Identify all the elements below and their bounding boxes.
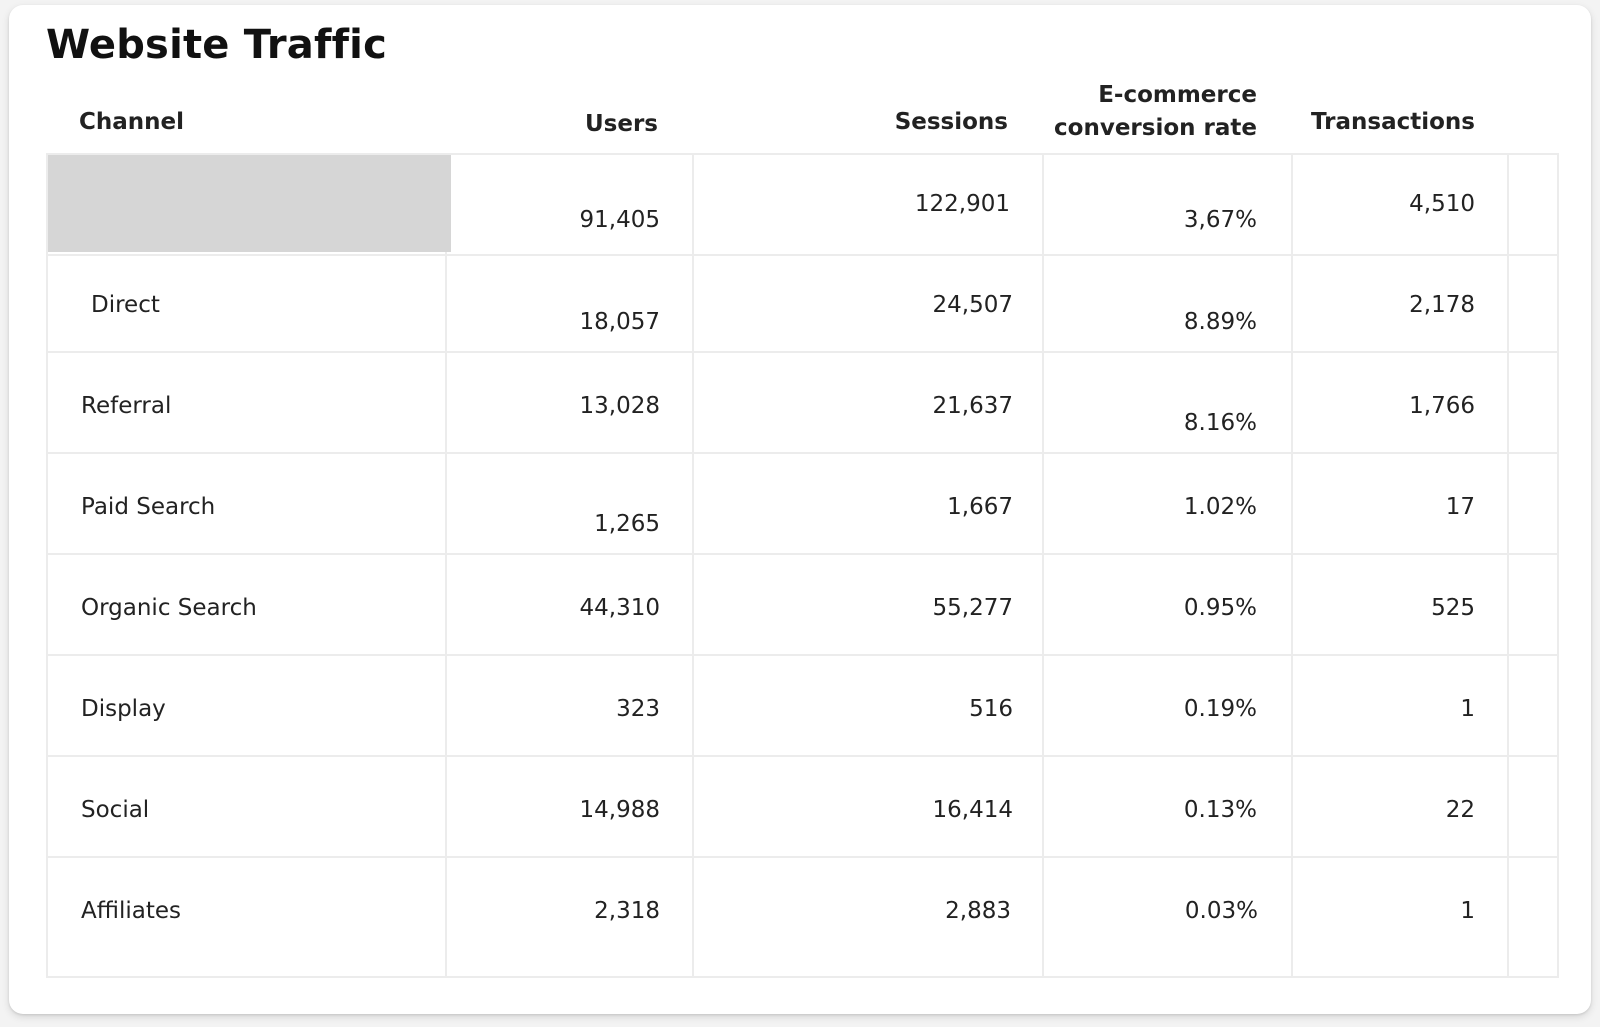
header-conversion-rate-line1[interactable]: E-commerce: [1098, 82, 1257, 108]
cell-transactions: 1: [1460, 696, 1475, 722]
cell-transactions: 22: [1445, 797, 1475, 823]
column-divider: [692, 155, 694, 976]
cell-users: 1,265: [594, 511, 660, 537]
traffic-table: 91,405 122,901 3,67% 4,510 Direct 18,057…: [46, 153, 1559, 978]
header-channel[interactable]: Channel: [79, 109, 185, 135]
cell-conversion-rate: 3,67%: [1183, 207, 1257, 233]
table-row-total[interactable]: 91,405 122,901 3,67% 4,510: [48, 155, 1557, 256]
cell-users: 323: [616, 696, 660, 722]
column-divider: [1291, 155, 1293, 976]
cell-sessions: 24,507: [932, 292, 1013, 318]
cell-users: 91,405: [579, 207, 660, 233]
table-row[interactable]: Affiliates 2,318 2,883 0.03% 1: [48, 858, 1557, 976]
cell-users: 14,988: [579, 797, 660, 823]
header-transactions[interactable]: Transactions: [1311, 109, 1475, 135]
cell-conversion-rate: 8.89%: [1183, 309, 1257, 335]
cell-transactions: 1: [1460, 898, 1475, 924]
cell-transactions: 4,510: [1409, 191, 1475, 217]
cell-conversion-rate: 0.13%: [1183, 797, 1257, 823]
widget-title: Website Traffic: [46, 22, 387, 68]
cell-users: 2,318: [594, 898, 660, 924]
table-row[interactable]: Display 323 516 0.19% 1: [48, 656, 1557, 757]
cell-users: 18,057: [579, 309, 660, 335]
header-sessions[interactable]: Sessions: [894, 109, 1008, 135]
column-divider: [1042, 155, 1044, 976]
table-row[interactable]: Organic Search 44,310 55,277 0.95% 525: [48, 555, 1557, 656]
cell-sessions: 516: [969, 696, 1013, 722]
cell-conversion-rate: 8.16%: [1183, 410, 1257, 436]
cell-transactions: 525: [1431, 595, 1475, 621]
cell-conversion-rate: 1.02%: [1183, 494, 1257, 520]
cell-channel: Referral: [81, 393, 172, 419]
cell-sessions: 2,883: [945, 898, 1011, 924]
cell-transactions: 2,178: [1409, 292, 1475, 318]
cell-transactions: 17: [1445, 494, 1475, 520]
table-row[interactable]: Direct 18,057 24,507 8.89% 2,178: [48, 252, 1557, 353]
total-row-highlight: [48, 155, 451, 252]
column-divider: [445, 155, 447, 976]
header-conversion-rate-line2[interactable]: conversion rate: [1054, 115, 1257, 141]
cell-channel: Direct: [91, 292, 160, 318]
table-row[interactable]: Social 14,988 16,414 0.13% 22: [48, 757, 1557, 858]
cell-channel: Display: [81, 696, 166, 722]
cell-sessions: 16,414: [932, 797, 1013, 823]
cell-channel: Paid Search: [81, 494, 216, 520]
cell-channel: Social: [81, 797, 150, 823]
table-row[interactable]: Paid Search 1,265 1,667 1.02% 17: [48, 454, 1557, 555]
cell-channel: Organic Search: [81, 595, 257, 621]
cell-transactions: 1,766: [1409, 393, 1475, 419]
header-users[interactable]: Users: [585, 111, 658, 137]
column-divider: [1507, 155, 1509, 976]
cell-sessions: 21,637: [932, 393, 1013, 419]
cell-sessions: 122,901: [914, 191, 1010, 217]
cell-channel: Affiliates: [81, 898, 181, 924]
cell-conversion-rate: 0.95%: [1183, 595, 1257, 621]
table-row[interactable]: Referral 13,028 21,637 8.16% 1,766: [48, 353, 1557, 454]
cell-conversion-rate: 0.19%: [1183, 696, 1257, 722]
cell-sessions: 55,277: [932, 595, 1013, 621]
cell-sessions: 1,667: [947, 494, 1013, 520]
cell-users: 13,028: [579, 393, 660, 419]
cell-conversion-rate: 0.03%: [1184, 898, 1258, 924]
cell-users: 44,310: [579, 595, 660, 621]
